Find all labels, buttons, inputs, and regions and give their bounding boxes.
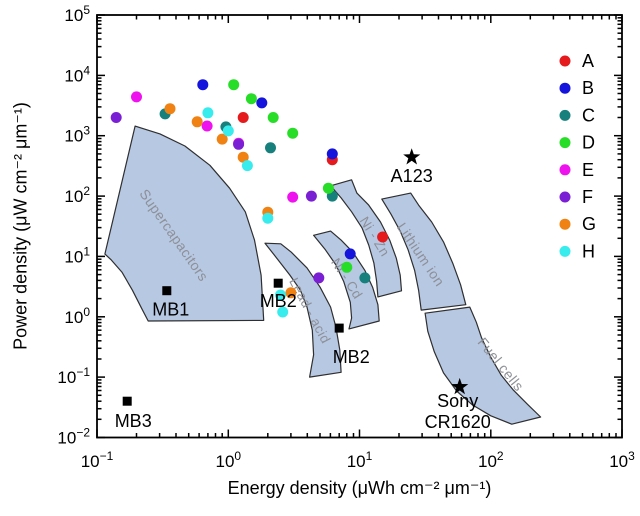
legend-dot-H	[559, 245, 571, 257]
series-G	[164, 103, 297, 299]
data-point-E	[131, 91, 142, 103]
data-point-D	[267, 112, 279, 123]
legend-dot-E	[559, 164, 571, 176]
y-tick-label: 105	[64, 3, 90, 25]
marker-star-a123	[403, 148, 421, 165]
marker-square-mb3	[122, 396, 132, 406]
region-supercapacitors	[104, 125, 265, 322]
legend-dot-F	[559, 191, 571, 203]
y-tick-label: 10−2	[57, 426, 90, 448]
x-axis-title: Energy density (μWh cm⁻² μm⁻¹)	[227, 478, 492, 498]
data-point-H	[275, 289, 286, 301]
scatter-series	[110, 79, 389, 318]
data-point-E	[201, 120, 213, 132]
x-tick-label: 100	[215, 449, 241, 471]
annotation-label-mb2-lower: MB2	[333, 347, 370, 367]
y-tick-label: 103	[64, 124, 90, 146]
marker-square-mb1	[162, 286, 172, 296]
data-point-F	[110, 112, 122, 123]
data-point-A	[377, 231, 389, 243]
legend-label-C: C	[582, 105, 595, 125]
data-point-D	[341, 261, 353, 273]
data-point-D	[245, 93, 257, 105]
data-point-H	[241, 160, 253, 172]
data-point-F	[305, 190, 317, 202]
data-point-C	[265, 142, 276, 154]
x-tick-label: 103	[609, 449, 635, 471]
annotation-label-sony-cr1620: Sony	[437, 391, 478, 411]
y-tick-label: 102	[64, 184, 90, 206]
data-point-C	[359, 272, 371, 284]
data-point-D	[228, 79, 240, 91]
legend-label-A: A	[582, 51, 594, 71]
axes	[96, 14, 623, 439]
data-point-B	[326, 148, 338, 160]
data-point-H	[222, 125, 234, 137]
region-lithium-ion	[381, 192, 467, 311]
legend-dot-B	[559, 82, 571, 94]
series-F	[110, 112, 325, 284]
data-point-E	[287, 191, 299, 203]
legend-label-D: D	[582, 133, 595, 153]
data-point-G	[237, 151, 249, 163]
legend-label-F: F	[582, 187, 593, 207]
annotation-label-mb3: MB3	[115, 411, 152, 431]
data-point-H	[277, 306, 289, 318]
data-point-G	[216, 133, 228, 145]
y-axis-title: Power density (μW cm⁻² μm⁻¹)	[10, 102, 31, 350]
data-point-G	[164, 103, 176, 115]
annotation-label-a123: A123	[391, 166, 433, 186]
data-point-B	[344, 248, 356, 260]
y-tick-label: 101	[64, 244, 90, 266]
y-tick-label: 100	[64, 305, 90, 327]
x-tick-label: 10−1	[81, 449, 114, 471]
marker-star-sony-cr1620	[451, 377, 469, 395]
data-point-G	[191, 116, 203, 128]
data-point-H	[262, 212, 274, 224]
region-ni-cd	[313, 230, 380, 330]
series-A	[237, 112, 389, 243]
legend-dot-C	[559, 109, 571, 121]
legend-dot-D	[559, 137, 571, 149]
series-H	[202, 107, 289, 318]
legend-dot-A	[559, 55, 571, 67]
region-fuel-cells	[424, 306, 542, 425]
annotation-label-mb1: MB1	[152, 300, 189, 320]
series-B	[197, 79, 356, 260]
legend-label-E: E	[582, 160, 594, 180]
region-lead-acid	[264, 242, 342, 378]
region-ni-zn	[330, 179, 403, 298]
data-point-D	[322, 182, 334, 194]
marker-square-mb2-lower	[334, 323, 344, 333]
legend-label-B: B	[582, 78, 594, 98]
annotation-label-sony-cr1620: CR1620	[425, 412, 491, 432]
data-point-F	[313, 272, 325, 284]
y-tick-label: 104	[64, 63, 90, 85]
series-D	[228, 79, 353, 273]
series-C	[159, 108, 371, 284]
data-point-B	[256, 97, 268, 109]
legend-dot-G	[559, 218, 571, 230]
data-point-B	[197, 79, 209, 91]
marker-square-mb2-upper	[273, 278, 283, 288]
annotation-label-mb2-upper: MB2	[260, 291, 297, 311]
x-tick-label: 101	[347, 449, 373, 471]
data-point-A	[237, 112, 249, 123]
x-tick-label: 102	[478, 449, 504, 471]
data-point-G	[285, 287, 297, 299]
data-point-H	[202, 107, 214, 119]
legend-label-G: G	[582, 214, 596, 234]
data-point-F	[233, 138, 245, 150]
data-point-D	[287, 127, 299, 139]
y-tick-label: 10−1	[57, 365, 90, 387]
legend-label-H: H	[582, 241, 595, 261]
